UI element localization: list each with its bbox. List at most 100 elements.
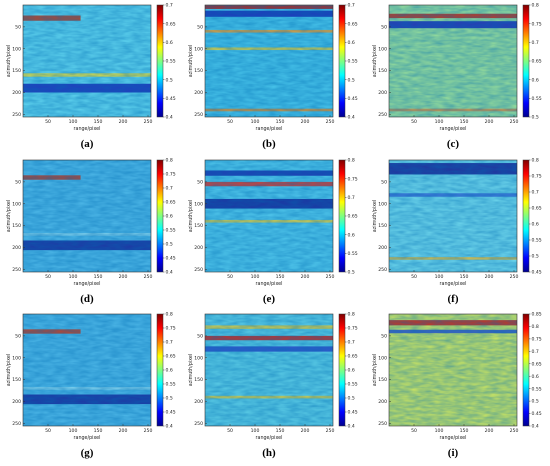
y-axis-label: azimuth/pixel — [372, 200, 378, 232]
y-tick-label: 250 — [12, 112, 21, 118]
y-tick-label: 150 — [12, 377, 21, 383]
x-tick-label: 150 — [94, 428, 103, 434]
y-tick-label: 50 — [197, 333, 203, 339]
y-tick-label: 200 — [378, 90, 387, 96]
colorbar-tick-label: 0.8 — [166, 312, 173, 318]
y-tick-label: 250 — [194, 267, 203, 273]
colorbar-tick-label: 0.4 — [348, 115, 355, 121]
colorbar-tick-label: 0.65 — [166, 200, 176, 206]
x-tick-label: 50 — [227, 428, 233, 434]
heatmap-texture — [23, 314, 151, 426]
colorbar-tick-label: 0.6 — [532, 374, 539, 380]
y-tick-label: 100 — [194, 355, 203, 361]
y-axis-label: azimuth/pixel — [6, 200, 12, 232]
x-tick-label: 150 — [94, 274, 103, 280]
panel-d: azimuth/pixel 50 100 150 200 250 50 100 150 200 25… — [6, 158, 176, 305]
colorbar-tick-label: 0.7 — [532, 190, 539, 196]
x-tick-label: 100 — [69, 274, 78, 280]
y-tick-label: 50 — [15, 24, 21, 30]
y-tick-label: 150 — [194, 223, 203, 229]
heatmap-texture — [205, 314, 333, 426]
panel-i: azimuth/pixel 50 100 150 200 250 50 100 150 200 25… — [372, 312, 542, 459]
x-tick-label: 200 — [119, 274, 128, 280]
y-tick-label: 50 — [197, 24, 203, 30]
colorbar-tick-label: 0.45 — [166, 256, 176, 262]
colorbar — [522, 4, 530, 118]
x-tick-label: 100 — [435, 274, 444, 280]
x-tick-label: 250 — [144, 428, 153, 434]
y-axis-label: azimuth/pixel — [372, 354, 378, 386]
x-tick-label: 250 — [326, 119, 335, 125]
y-tick-label: 100 — [378, 355, 387, 361]
colorbar-tick-label: 0.7 — [348, 195, 355, 201]
y-tick-label: 50 — [381, 179, 387, 185]
colorbar-tick-label: 0.75 — [532, 21, 542, 27]
y-tick-label: 100 — [12, 355, 21, 361]
heatmap-texture — [23, 5, 151, 117]
colorbar-tick-label: 0.6 — [532, 77, 539, 83]
x-axis-label: range/pixel — [256, 281, 283, 287]
x-axis-label: range/pixel — [256, 435, 283, 441]
colorbar-tick-label: 0.65 — [166, 354, 176, 360]
colorbar-tick-label: 0.75 — [532, 336, 542, 342]
x-tick-label: 50 — [45, 274, 51, 280]
x-tick-label: 150 — [276, 119, 285, 125]
panel-caption: (c) — [447, 138, 460, 150]
x-axis-label: range/pixel — [440, 126, 467, 132]
y-tick-label: 100 — [12, 201, 21, 207]
colorbar-tick-label: 0.6 — [532, 222, 539, 228]
colorbar-tick-label: 0.6 — [166, 40, 173, 46]
y-tick-label: 250 — [378, 421, 387, 427]
colorbar-tick-label: 0.7 — [532, 40, 539, 46]
y-axis-label: azimuth/pixel — [188, 45, 194, 77]
colorbar-tick-label: 0.6 — [348, 232, 355, 238]
x-tick-label: 100 — [251, 119, 260, 125]
y-tick-label: 50 — [197, 179, 203, 185]
colorbar-tick-label: 0.85 — [532, 312, 542, 318]
plot-frame — [22, 4, 152, 118]
x-tick-label: 200 — [301, 119, 310, 125]
x-tick-label: 200 — [119, 428, 128, 434]
heatmap-texture — [23, 160, 151, 272]
panel-b: azimuth/pixel 50 100 150 200 250 50 100 150 200 25… — [188, 3, 358, 150]
y-tick-label: 50 — [381, 333, 387, 339]
x-tick-label: 100 — [435, 428, 444, 434]
colorbar-tick-label: 0.55 — [532, 96, 542, 102]
colorbar — [522, 159, 530, 273]
y-tick-label: 200 — [194, 245, 203, 251]
y-tick-label: 50 — [15, 179, 21, 185]
colorbar-tick-label: 0.7 — [166, 340, 173, 346]
colorbar-tick-label: 0.45 — [532, 411, 542, 417]
colorbar-tick-label: 0.45 — [166, 410, 176, 416]
colorbar-tick-label: 0.75 — [348, 326, 358, 332]
colorbar-tick-label: 0.4 — [348, 424, 355, 430]
colorbar-tick-label: 0.75 — [166, 326, 176, 332]
plot-frame — [388, 313, 518, 427]
colorbar-tick-label: 0.8 — [348, 312, 355, 318]
colorbar-tick-label: 0.5 — [532, 115, 539, 121]
panel-f: azimuth/pixel 50 100 150 200 250 50 100 150 200 25… — [372, 158, 542, 305]
x-axis-label: range/pixel — [74, 435, 101, 441]
heatmap-texture — [205, 160, 333, 272]
colorbar-tick-label: 0.55 — [348, 59, 358, 65]
y-tick-label: 100 — [194, 46, 203, 52]
x-tick-label: 100 — [69, 119, 78, 125]
y-tick-label: 200 — [12, 399, 21, 405]
x-tick-label: 150 — [276, 274, 285, 280]
colorbar — [156, 313, 164, 427]
plot-frame — [204, 159, 334, 273]
y-tick-label: 200 — [194, 90, 203, 96]
y-tick-label: 100 — [12, 46, 21, 52]
x-axis-label: range/pixel — [74, 126, 101, 132]
colorbar-tick-label: 0.7 — [166, 186, 173, 192]
colorbar-tick-label: 0.5 — [348, 396, 355, 402]
heatmap-texture — [389, 5, 517, 117]
x-axis-label: range/pixel — [440, 281, 467, 287]
x-tick-label: 200 — [485, 274, 494, 280]
x-tick-label: 200 — [301, 274, 310, 280]
x-axis-label: range/pixel — [74, 281, 101, 287]
y-tick-label: 200 — [378, 245, 387, 251]
x-tick-label: 200 — [301, 428, 310, 434]
y-tick-label: 100 — [378, 46, 387, 52]
plot-frame — [22, 313, 152, 427]
